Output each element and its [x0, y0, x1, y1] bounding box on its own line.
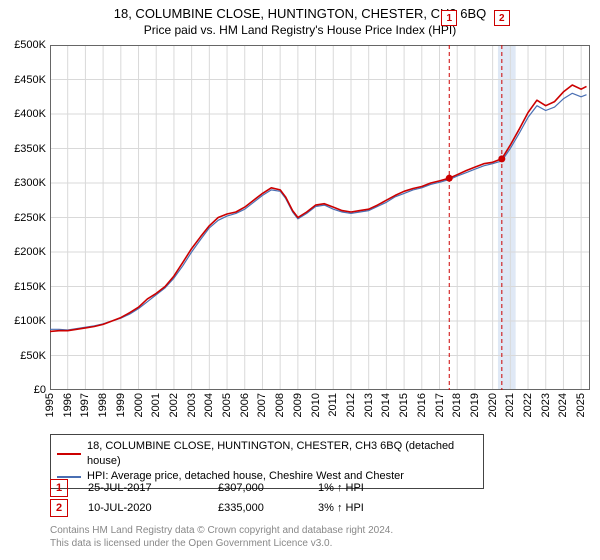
x-tick-label: 2004	[203, 393, 215, 417]
footer-line-2: This data is licensed under the Open Gov…	[50, 537, 393, 550]
y-tick-label: £400K	[14, 108, 46, 120]
x-tick-label: 2019	[469, 393, 481, 417]
x-tick-label: 2014	[380, 393, 392, 417]
annotation-row-1: 1 25-JUL-2017 £307,000 1% ↑ HPI	[50, 478, 408, 498]
footer-attribution: Contains HM Land Registry data © Crown c…	[50, 524, 393, 550]
x-tick-label: 2009	[292, 393, 304, 417]
chart-subtitle: Price paid vs. HM Land Registry's House …	[0, 21, 600, 41]
x-tick-label: 2020	[487, 393, 499, 417]
x-tick-label: 1996	[62, 393, 74, 417]
annotation-delta-2: 3% ↑ HPI	[318, 502, 408, 514]
legend-item-property: 18, COLUMBINE CLOSE, HUNTINGTON, CHESTER…	[57, 439, 477, 469]
y-tick-label: £350K	[14, 143, 46, 155]
chart-title: 18, COLUMBINE CLOSE, HUNTINGTON, CHESTER…	[0, 0, 600, 21]
x-tick-label: 2002	[168, 393, 180, 417]
x-tick-label: 1997	[79, 393, 91, 417]
x-tick-label: 2010	[310, 393, 322, 417]
x-tick-label: 2006	[239, 393, 251, 417]
x-tick-label: 1999	[115, 393, 127, 417]
annotation-marker-1: 1	[50, 479, 68, 497]
x-tick-label: 1995	[44, 393, 56, 417]
x-tick-label: 2012	[345, 393, 357, 417]
x-tick-label: 2007	[256, 393, 268, 417]
x-tick-label: 1998	[97, 393, 109, 417]
x-tick-label: 2023	[540, 393, 552, 417]
annotation-date-1: 25-JUL-2017	[88, 482, 218, 494]
legend-label-property: 18, COLUMBINE CLOSE, HUNTINGTON, CHESTER…	[87, 439, 477, 469]
x-tick-label: 2001	[150, 393, 162, 417]
x-tick-label: 2017	[434, 393, 446, 417]
legend-swatch-property	[57, 453, 81, 455]
x-tick-label: 2025	[575, 393, 587, 417]
footer-line-1: Contains HM Land Registry data © Crown c…	[50, 524, 393, 537]
x-tick-label: 2013	[363, 393, 375, 417]
y-tick-label: £450K	[14, 74, 46, 86]
y-tick-label: £50K	[20, 350, 46, 362]
chart-marker-1: 1	[441, 10, 457, 26]
annotation-marker-2: 2	[50, 499, 68, 517]
y-tick-label: £150K	[14, 281, 46, 293]
x-tick-label: 2021	[504, 393, 516, 417]
y-tick-label: £300K	[14, 177, 46, 189]
x-tick-label: 2022	[522, 393, 534, 417]
x-tick-label: 2005	[221, 393, 233, 417]
x-tick-label: 2018	[451, 393, 463, 417]
y-tick-label: £100K	[14, 315, 46, 327]
annotation-row-2: 2 10-JUL-2020 £335,000 3% ↑ HPI	[50, 498, 408, 518]
chart-plot-area: 12	[50, 45, 590, 390]
annotation-table: 1 25-JUL-2017 £307,000 1% ↑ HPI 2 10-JUL…	[50, 478, 408, 518]
annotation-date-2: 10-JUL-2020	[88, 502, 218, 514]
line-chart-svg	[50, 45, 590, 390]
chart-marker-2: 2	[494, 10, 510, 26]
y-tick-label: £250K	[14, 212, 46, 224]
y-tick-label: £500K	[14, 39, 46, 51]
x-tick-label: 2015	[398, 393, 410, 417]
annotation-price-1: £307,000	[218, 482, 318, 494]
x-tick-label: 2011	[327, 393, 339, 417]
annotation-price-2: £335,000	[218, 502, 318, 514]
y-tick-label: £200K	[14, 246, 46, 258]
chart-container: 18, COLUMBINE CLOSE, HUNTINGTON, CHESTER…	[0, 0, 600, 560]
annotation-delta-1: 1% ↑ HPI	[318, 482, 408, 494]
x-tick-label: 2016	[416, 393, 428, 417]
x-tick-label: 2024	[557, 393, 569, 417]
x-tick-label: 2008	[274, 393, 286, 417]
x-tick-label: 2000	[133, 393, 145, 417]
x-tick-label: 2003	[186, 393, 198, 417]
